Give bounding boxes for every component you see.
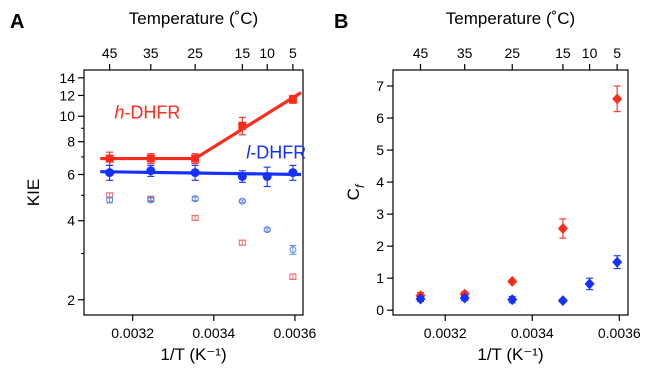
plot-frame (392, 69, 629, 316)
x-tick-label: 0.0032 (424, 325, 467, 341)
data-point (237, 171, 247, 181)
data-point (612, 256, 623, 268)
data-point (262, 171, 272, 181)
x-axis-title: 1/T (K⁻¹) (477, 345, 543, 364)
series-3 (106, 195, 297, 255)
y-tick-label: 12 (59, 87, 75, 103)
data-point (263, 226, 271, 234)
y-axis-title: Cf (344, 183, 367, 200)
series-0 (415, 85, 623, 302)
data-point (289, 246, 297, 254)
data-point (191, 195, 199, 203)
data-point (146, 166, 156, 176)
top-tick-label: 10 (582, 45, 598, 61)
top-tick-label: 5 (613, 45, 621, 61)
x-tick-label: 0.0034 (511, 325, 554, 341)
top-tick-label: 45 (102, 45, 118, 61)
y-tick-label: 4 (376, 174, 384, 190)
data-point (557, 223, 568, 235)
panel-letter: A (10, 11, 24, 33)
series-1 (415, 255, 623, 307)
y-tick-label: 4 (67, 213, 75, 229)
top-tick-label: 35 (143, 45, 159, 61)
x-axis-title: 1/T (K⁻¹) (160, 345, 226, 364)
x-tick-label: 0.0036 (598, 325, 641, 341)
series-label-italic: h (114, 103, 124, 123)
y-axis-title: KIE (24, 179, 43, 206)
series-0 (105, 94, 297, 166)
data-point (147, 196, 155, 204)
y-tick-label: 10 (59, 108, 75, 124)
top-tick-label: 25 (504, 45, 520, 61)
data-point (288, 95, 297, 104)
series-2 (106, 192, 297, 280)
data-point (612, 93, 623, 105)
x-tick-label: 0.0036 (273, 325, 316, 341)
data-point (584, 278, 595, 290)
y-tick-label: 2 (376, 238, 384, 254)
data-point (191, 214, 199, 221)
data-point (105, 168, 115, 178)
y-tick-label: 1 (376, 270, 384, 286)
data-point (507, 294, 518, 306)
top-tick-label: 15 (555, 45, 571, 61)
data-point (106, 196, 114, 204)
y-tick-label: 14 (59, 70, 75, 86)
data-point (238, 121, 247, 130)
data-point (238, 197, 246, 205)
top-tick-label: 25 (187, 45, 203, 61)
y-tick-label: 6 (376, 110, 384, 126)
data-point (190, 168, 200, 178)
data-point (289, 273, 297, 280)
series-label-italic: l (246, 143, 251, 163)
x-tick-label: 0.0034 (192, 325, 235, 341)
data-point (288, 168, 298, 178)
data-point (146, 154, 155, 163)
series-label-rest: -DHFR (250, 143, 306, 163)
data-point (191, 154, 200, 163)
top-axis-title: Temperature (˚C) (129, 9, 258, 28)
data-point (105, 154, 114, 163)
y-tick-label: 0 (376, 302, 384, 318)
series-label: h-DHFR (114, 103, 180, 123)
panel-letter: B (334, 11, 348, 33)
data-point (459, 292, 470, 304)
data-point (507, 275, 518, 287)
data-point (415, 293, 426, 305)
y-axis-title-sub: f (353, 183, 367, 188)
x-tick-label: 0.0032 (111, 325, 154, 341)
series-label: l-DHFR (246, 143, 306, 163)
panel-a: A 0.0032 0.0034 0.0036 45 35 25 15 10 5 2 4 6 8 10 1214… (10, 9, 317, 364)
y-tick-label: 8 (67, 134, 75, 150)
y-tick-label: 5 (376, 142, 384, 158)
y-tick-label: 3 (376, 206, 384, 222)
top-tick-label: 15 (235, 45, 251, 61)
y-tick-label: 2 (67, 292, 75, 308)
plot-frame (83, 69, 304, 316)
y-tick-label: 7 (376, 78, 384, 94)
top-tick-label: 35 (457, 45, 473, 61)
y-axis-title-main: C (344, 188, 363, 200)
data-point (557, 295, 568, 307)
top-tick-label: 5 (289, 45, 297, 61)
series-1 (105, 164, 298, 188)
series-label-rest: -DHFR (124, 103, 180, 123)
top-tick-label: 10 (259, 45, 275, 61)
y-tick-label: 6 (67, 166, 75, 182)
top-axis-title: Temperature (˚C) (446, 9, 575, 28)
top-tick-label: 45 (413, 45, 429, 61)
data-point (238, 239, 246, 246)
